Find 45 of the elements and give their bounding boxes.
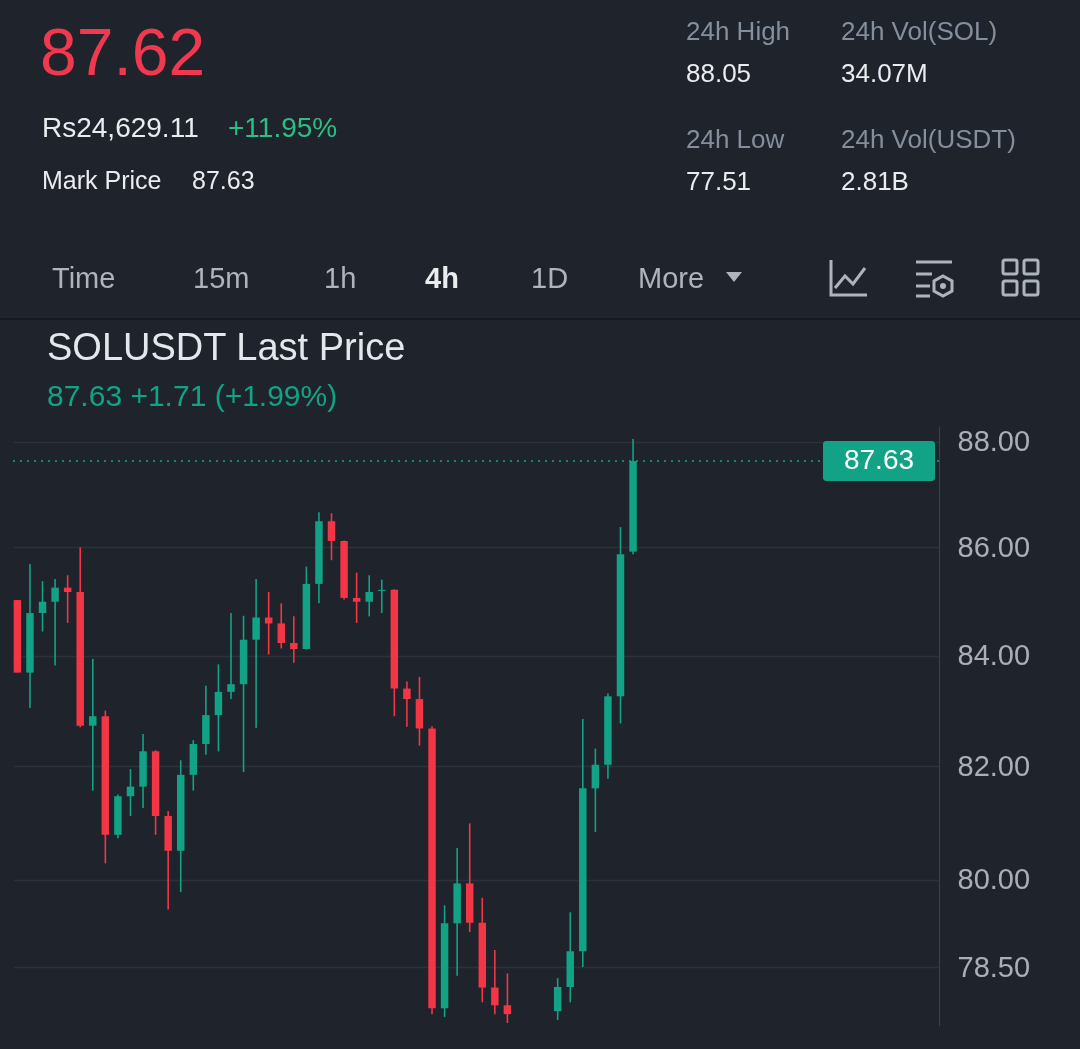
y-tick-label: 84.00	[957, 639, 1031, 672]
candlestick	[591, 747, 600, 833]
text: 24h Vol(SOL)	[841, 16, 998, 47]
candlestick	[264, 591, 273, 656]
text: Time	[52, 262, 116, 295]
candlestick	[365, 574, 373, 618]
y-tick-label: 80.00	[957, 863, 1031, 896]
text: 24h Vol(USDT)	[841, 124, 1016, 155]
text: Rs24,629.11	[42, 112, 199, 144]
y-tick-label: 88.00	[957, 425, 1031, 458]
chart-title: SOLUSDT Last Price	[47, 326, 406, 368]
text: 87.62	[40, 14, 206, 90]
y-tick-label: 86.00	[957, 530, 1031, 563]
text: 1h	[324, 262, 357, 295]
text: 1D	[531, 262, 569, 295]
text: 24h Low	[686, 124, 785, 155]
text: 4h	[425, 262, 459, 295]
chart-subtitle: 87.63 +1.71 (+1.99%)	[47, 379, 338, 412]
candlestick	[214, 663, 223, 753]
text: 2.81B	[841, 166, 909, 197]
text: More	[638, 262, 705, 295]
candlestick	[352, 571, 361, 624]
text: Mark Price	[42, 166, 162, 195]
candlestick	[51, 578, 59, 667]
candlestick	[378, 578, 386, 614]
text: 24h High	[686, 16, 791, 47]
text: 34.07M	[841, 58, 928, 89]
candlestick	[290, 615, 298, 664]
text: +11.95%	[228, 112, 338, 144]
candlestick	[503, 972, 512, 1024]
candlestick	[403, 680, 411, 728]
y-tick-label: 78.50	[957, 950, 1031, 983]
candlestick	[89, 658, 97, 792]
candlestick	[277, 602, 285, 650]
candlestick	[491, 949, 499, 1015]
text: 77.51	[686, 166, 752, 197]
candlestick	[327, 512, 336, 562]
text: 87.63	[192, 166, 255, 195]
candlestick	[227, 612, 235, 700]
candlestick	[252, 578, 260, 729]
ref-line-label: 87.63	[843, 444, 915, 476]
y-tick-label: 82.00	[957, 749, 1031, 782]
text: 15m	[193, 262, 250, 295]
text: 88.05	[686, 58, 752, 89]
candlestick	[38, 580, 47, 633]
